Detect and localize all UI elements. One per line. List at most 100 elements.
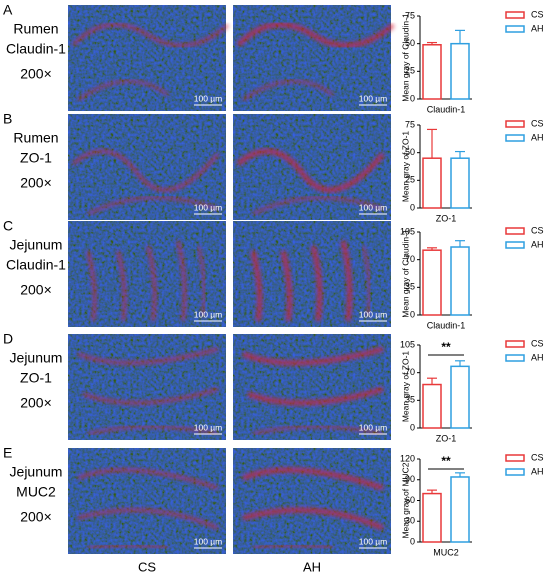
red-stain	[72, 149, 220, 192]
scale-bar-label: 100 µm	[194, 93, 223, 103]
legend-label: AH	[531, 466, 544, 476]
legend-swatch	[505, 468, 525, 476]
x-tick-label: MUC2	[433, 547, 459, 557]
micrograph: 100 µm	[68, 334, 226, 440]
y-tick-label: 35	[405, 282, 415, 292]
legend-swatch	[505, 11, 525, 19]
micrograph-texture	[68, 5, 226, 111]
row-tissue: Rumen	[13, 130, 58, 146]
x-tick-label: Claudin-1	[427, 320, 466, 330]
y-tick-label: 30	[405, 516, 415, 526]
red-stain	[361, 245, 372, 317]
panel-letter: D	[3, 331, 13, 347]
y-tick-label: 75	[405, 119, 415, 129]
y-tick-label: 25	[405, 175, 415, 185]
y-tick-label: 35	[405, 395, 415, 405]
scale-bar-label: 100 µm	[359, 309, 388, 319]
y-tick-label: 25	[405, 66, 415, 76]
panel-letter: B	[3, 111, 12, 127]
y-axis-label: Mean gray of Claudin-1	[400, 229, 410, 318]
red-stain	[252, 196, 384, 216]
row-tissue: Jejunum	[10, 237, 63, 253]
row-magnification: 200×	[20, 395, 52, 411]
legend-label: CS	[531, 452, 544, 462]
panel-letter: A	[3, 2, 13, 18]
panel-letter: C	[3, 218, 13, 234]
micrograph: 100 µm	[233, 221, 391, 327]
micrograph: 100 µm	[233, 5, 395, 111]
row-magnification: 200×	[20, 175, 52, 191]
y-axis-label: Mean gray of ZO-1	[400, 131, 410, 203]
y-tick-label: 50	[405, 147, 415, 157]
row-protein: Claudin-1	[6, 257, 66, 273]
red-stain	[236, 148, 385, 193]
bar	[422, 44, 442, 100]
bar	[450, 246, 470, 316]
significance-label: **	[441, 340, 451, 354]
micrograph: 100 µm	[68, 114, 226, 220]
scale-bar-label: 100 µm	[359, 202, 388, 212]
y-tick-label: 50	[405, 38, 415, 48]
scale-bar-label: 100 µm	[359, 93, 388, 103]
red-stain	[77, 79, 169, 102]
legend-swatch	[505, 354, 525, 362]
red-stain	[86, 240, 187, 322]
row-magnification: 200×	[20, 282, 52, 298]
scale-bar-label: 100 µm	[359, 536, 388, 546]
bar	[422, 383, 442, 429]
y-tick-label: 75	[405, 10, 415, 20]
red-stain	[242, 346, 384, 406]
legend-swatch	[505, 134, 525, 142]
red-stain	[236, 22, 395, 48]
y-tick-label: 60	[405, 495, 415, 505]
scale-bar-label: 100 µm	[194, 202, 223, 212]
red-stain	[87, 196, 219, 216]
y-tick-label: 0	[410, 536, 415, 546]
red-stain	[71, 23, 229, 47]
y-axis-label: Mean gray of Claudin-1	[400, 13, 410, 102]
red-stain	[77, 468, 219, 530]
red-stain	[242, 467, 384, 531]
red-stain	[250, 240, 353, 322]
legend-label: CS	[531, 118, 544, 128]
y-tick-label: 0	[410, 202, 415, 212]
micrograph-texture	[68, 448, 226, 554]
bar	[422, 492, 442, 543]
row-protein: ZO-1	[20, 150, 52, 166]
red-stain	[87, 425, 219, 436]
legend-swatch	[505, 25, 525, 33]
bar	[422, 157, 442, 209]
significance-label: **	[441, 454, 451, 468]
row-magnification: 200×	[20, 509, 52, 525]
legend-swatch	[505, 454, 525, 462]
bar	[450, 365, 470, 429]
legend-label: AH	[531, 23, 544, 33]
micrograph-texture	[68, 334, 226, 440]
bar	[450, 157, 470, 209]
y-tick-label: 90	[405, 474, 415, 484]
micrograph: 100 µm	[68, 448, 226, 554]
red-stain	[252, 425, 384, 436]
legend-label: AH	[531, 132, 544, 142]
scale-bar-label: 100 µm	[194, 309, 223, 319]
y-tick-label: 0	[410, 309, 415, 319]
bar	[422, 249, 442, 316]
y-tick-label: 0	[410, 93, 415, 103]
bar	[450, 42, 470, 100]
x-tick-label: ZO-1	[436, 433, 457, 443]
legend-label: CS	[531, 225, 544, 235]
row-tissue: Jejunum	[10, 350, 63, 366]
y-tick-label: 70	[405, 367, 415, 377]
row-magnification: 200×	[20, 66, 52, 82]
row-tissue: Rumen	[13, 21, 58, 37]
legend-swatch	[505, 241, 525, 249]
legend-label: CS	[531, 338, 544, 348]
column-label: CS	[138, 559, 156, 574]
y-tick-label: 120	[400, 453, 415, 463]
micrograph: 100 µm	[233, 334, 391, 440]
bar	[450, 476, 470, 543]
micrograph: 100 µm	[233, 114, 391, 220]
x-tick-label: Claudin-1	[427, 104, 466, 114]
panel-letter: E	[3, 445, 12, 461]
micrograph: 100 µm	[68, 5, 229, 111]
